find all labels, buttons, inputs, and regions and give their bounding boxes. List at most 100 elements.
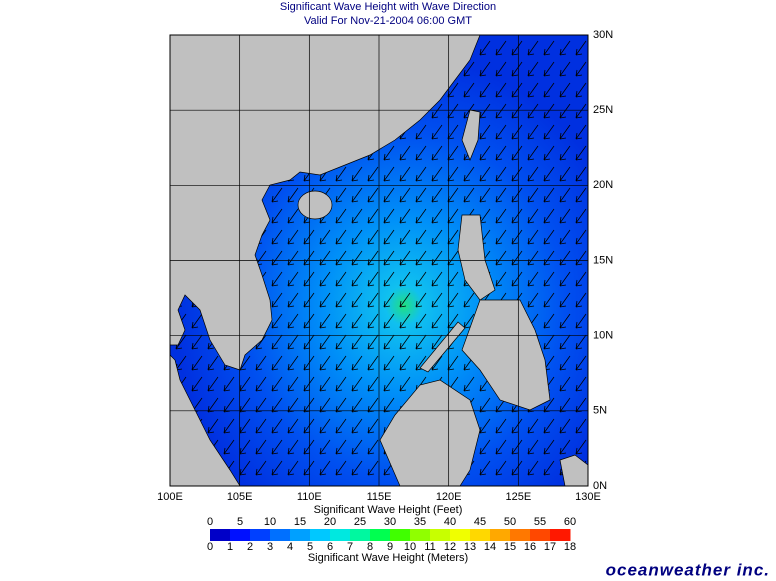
logo: oceanweather inc. [606,560,770,579]
wave-arrow [383,271,395,287]
meters-tick: 8 [367,541,373,553]
wave-arrow [543,229,555,245]
wave-arrow [527,292,539,308]
wave-arrow [271,376,283,392]
wave-arrow [495,250,507,266]
wave-arrow [431,250,443,266]
wave-arrow [463,82,475,98]
wave-arrow [543,103,555,119]
wave-arrow [543,208,555,224]
wave-arrow [575,145,587,161]
wave-arrow [575,229,587,245]
wave-arrow [511,271,523,287]
wave-arrow [527,103,539,119]
wave-arrow [431,103,443,119]
map-frame [169,34,589,487]
wave-arrow [527,166,539,182]
wave-arrow [319,439,331,455]
wave-arrow [383,355,395,371]
wave-arrow [431,229,443,245]
meters-tick: 10 [404,541,416,553]
wave-arrow [559,439,571,455]
wave-arrow [351,187,363,203]
taiwan [461,109,481,161]
wave-arrow [191,376,203,392]
wave-arrow [559,292,571,308]
wave-arrow [319,250,331,266]
wave-arrow [287,439,299,455]
wave-arrow [287,376,299,392]
wave-arrow [351,334,363,350]
wave-arrow [527,124,539,140]
wave-arrow [527,439,539,455]
wave-arrow [495,103,507,119]
wave-arrow [351,250,363,266]
wave-arrow [495,145,507,161]
wave-arrow [527,82,539,98]
wave-arrow [271,292,283,308]
wave-arrow [415,187,427,203]
wave-arrow [543,145,555,161]
wave-arrow [559,187,571,203]
wave-arrow [543,292,555,308]
wave-arrow [479,145,491,161]
wave-arrow [431,271,443,287]
wave-arrow [527,40,539,56]
lon-label: 125E [505,491,531,503]
wave-arrow [559,82,571,98]
lat-label: 15N [593,254,613,266]
wave-arrow [543,61,555,77]
wave-arrow [239,376,251,392]
wave-arrow [287,208,299,224]
wave-arrow [367,271,379,287]
wave-arrow [559,166,571,182]
wave-arrow [415,271,427,287]
colorbar-segment [270,529,291,541]
wave-arrow [511,460,523,476]
wave-arrow [399,355,411,371]
land [169,34,589,487]
wave-arrow [543,187,555,203]
wave-arrow [511,229,523,245]
wave-arrow [287,250,299,266]
wave-arrow [399,250,411,266]
wave-arrow [335,418,347,434]
wave-arrow [255,355,267,371]
wave-arrow [335,271,347,287]
colorbar-segment [250,529,271,541]
wave-arrow [383,292,395,308]
wave-arrow [463,376,475,392]
wave-arrow [271,460,283,476]
wave-arrow [271,187,283,203]
meters-tick: 3 [267,541,273,553]
lon-label: 130E [575,491,601,503]
wave-arrow [431,208,443,224]
wave-arrow [575,61,587,77]
wave-arrow [479,124,491,140]
wave-arrow [495,166,507,182]
wave-arrow [207,376,219,392]
colorbar-segment [390,529,411,541]
wave-arrow [479,103,491,119]
wave-arrow [543,271,555,287]
lat-label: 0N [593,480,607,492]
wave-arrow [543,82,555,98]
wave-arrow [511,250,523,266]
wave-arrow [255,439,267,455]
wave-arrow [559,103,571,119]
wave-arrow [223,376,235,392]
wave-arrow [319,418,331,434]
wave-arrow [559,334,571,350]
wave-arrow [559,313,571,329]
wave-arrow [575,334,587,350]
wave-arrow [287,292,299,308]
wave-arrow [511,418,523,434]
wave-arrow [367,355,379,371]
wave-arrow [399,187,411,203]
colorbar-segment [550,529,571,541]
wave-arrow [511,439,523,455]
wave-arrow [271,418,283,434]
wave-arrow [351,166,363,182]
wave-arrow [479,460,491,476]
wave-arrow [351,418,363,434]
